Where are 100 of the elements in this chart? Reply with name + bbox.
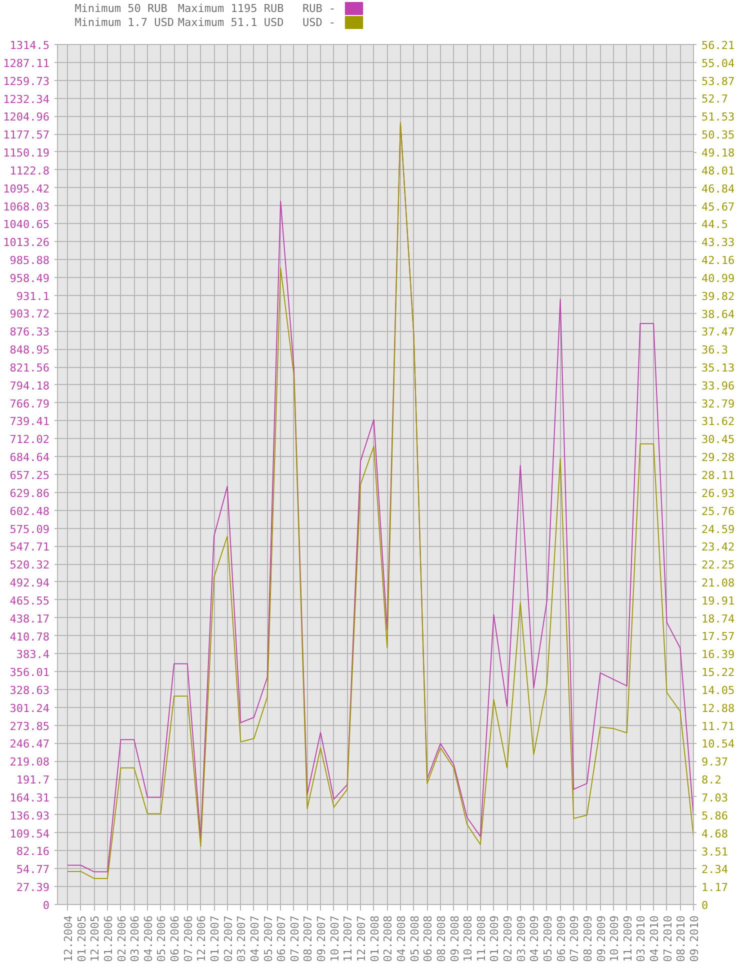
y-tick-label: 876.33: [10, 326, 50, 339]
x-tick-label: 01.2009: [488, 916, 502, 962]
x-tick-label: 01.2007: [208, 916, 222, 962]
x-tick-label: 11.2007: [342, 916, 355, 962]
y2-tick-label: 15.22: [702, 666, 735, 680]
y-tick-label: 1150.19: [3, 146, 50, 160]
x-tick-label: 03.2007: [235, 916, 248, 962]
x-tick-label: 09.2009: [594, 916, 608, 962]
y2-tick-label: 28.11: [702, 468, 735, 482]
x-tick-label: 04.2006: [142, 916, 155, 962]
y2-tick-label: 46.84: [702, 182, 735, 196]
x-tick-label: 09.2010: [688, 916, 701, 962]
y2-tick-label: 51.53: [702, 110, 735, 124]
y-tick-label: 328.63: [10, 684, 50, 697]
y2-tick-label: 40.99: [702, 272, 735, 285]
y2-tick-label: 33.96: [702, 379, 735, 392]
y2-tick-label: 8.2: [702, 774, 722, 787]
y2-tick-label: 32.79: [702, 397, 735, 410]
y-tick-label: 575.09: [10, 522, 50, 536]
y2-tick-label: 31.62: [702, 415, 735, 428]
x-tick-label: 11.2009: [621, 916, 634, 962]
y-tick-label: 684.64: [10, 451, 50, 464]
y-tick-label: 657.25: [10, 469, 50, 482]
x-tick-label: 12.2007: [355, 916, 368, 962]
y-tick-label: 520.32: [10, 558, 50, 572]
y-tick-label: 794.18: [10, 379, 50, 392]
x-tick-label: 08.2009: [581, 916, 594, 962]
x-tick-label: 10.2007: [328, 916, 342, 962]
x-tick-label: 02.2009: [502, 916, 515, 962]
y-tick-label: 903.72: [10, 308, 50, 321]
y-tick-label: 1314.5: [10, 39, 50, 52]
y-tick-label: 383.4: [16, 648, 50, 662]
y2-tick-label: 19.91: [702, 594, 735, 608]
y-tick-label: 0: [42, 899, 50, 912]
y-tick-label: 602.48: [10, 504, 50, 518]
y-tick-label: 766.79: [10, 397, 50, 410]
y-tick-label: 1287.11: [3, 56, 50, 70]
y-tick-label: 219.08: [10, 756, 50, 769]
x-tick-label: 04.2010: [648, 916, 662, 962]
text: Maximum 51.1 USD: [178, 16, 284, 29]
y2-tick-label: 18.74: [702, 612, 735, 626]
y-tick-label: 54.77: [16, 863, 50, 876]
y2-tick-label: 50.35: [702, 128, 735, 142]
x-tick-label: 03.2010: [634, 916, 648, 962]
x-tick-label: 05.2009: [541, 916, 554, 962]
y-tick-label: 712.02: [10, 433, 50, 446]
y2-tick-label: 24.59: [702, 522, 735, 536]
y2-tick-label: 12.88: [702, 702, 735, 715]
y-tick-label: 1040.65: [3, 218, 50, 232]
y2-tick-label: 49.18: [702, 146, 735, 160]
y-tick-label: 82.16: [16, 845, 50, 858]
x-tick-label: 12.2005: [88, 916, 102, 962]
y-tick-label: 931.1: [16, 290, 50, 303]
x-tick-label: 03.2009: [514, 916, 528, 962]
y2-tick-label: 56.21: [702, 39, 735, 52]
y-tick-label: 547.71: [10, 540, 50, 554]
y2-tick-label: 26.93: [702, 486, 735, 500]
x-tick-label: 08.2008: [434, 916, 448, 962]
y-tick-label: 410.78: [10, 630, 50, 644]
y-tick-label: 985.88: [10, 254, 50, 267]
y-tick-label: 1013.26: [3, 236, 50, 250]
y2-tick-label: 5.86: [702, 809, 728, 822]
x-tick-label: 07.2010: [661, 916, 674, 962]
x-tick-label: 07.2007: [288, 916, 302, 962]
y-tick-label: 629.86: [10, 486, 50, 500]
x-tick-label: 11.2008: [474, 916, 488, 962]
y-tick-label: 273.85: [10, 720, 50, 733]
text: Minimum 50 RUB: [74, 2, 168, 15]
y-tick-label: 246.47: [10, 738, 50, 751]
text: Minimum 1.7 USD: [74, 16, 174, 29]
y-tick-label: 492.94: [10, 576, 50, 590]
y-tick-label: 1177.57: [3, 128, 50, 142]
x-tick-label: 01.2008: [368, 916, 382, 962]
x-tick-label: 06.2007: [275, 916, 288, 962]
y2-tick-label: 1.17: [702, 881, 728, 894]
x-tick-label: 02.2006: [115, 916, 128, 962]
y2-tick-label: 44.5: [702, 218, 728, 232]
y2-tick-label: 21.08: [702, 576, 735, 590]
y2-tick-label: 38.64: [702, 308, 735, 321]
x-tick-label: 02.2008: [382, 916, 395, 962]
y2-tick-label: 35.13: [702, 362, 735, 375]
y2-tick-label: 29.28: [702, 451, 735, 464]
x-tick-label: 05.2007: [262, 916, 275, 962]
y-tick-label: 739.41: [10, 415, 50, 428]
y2-tick-label: 10.54: [702, 738, 735, 751]
y2-tick-label: 11.71: [702, 720, 735, 733]
y2-tick-label: 53.87: [702, 74, 735, 88]
x-tick-label: 07.2009: [568, 916, 582, 962]
legend-label: RUB -: [302, 2, 336, 15]
y2-tick-label: 48.01: [702, 164, 735, 178]
y2-tick-label: 9.37: [702, 756, 728, 769]
x-tick-label: 07.2006: [182, 916, 195, 962]
y2-tick-label: 17.57: [702, 630, 735, 644]
y2-tick-label: 43.33: [702, 236, 735, 250]
x-tick-label: 04.2007: [248, 916, 262, 962]
y-tick-label: 1204.96: [3, 110, 50, 124]
y2-tick-label: 30.45: [702, 433, 735, 446]
x-tick-label: 01.2006: [102, 916, 115, 962]
x-tick-label: 06.2009: [554, 916, 568, 962]
y-tick-label: 1232.34: [3, 92, 50, 106]
